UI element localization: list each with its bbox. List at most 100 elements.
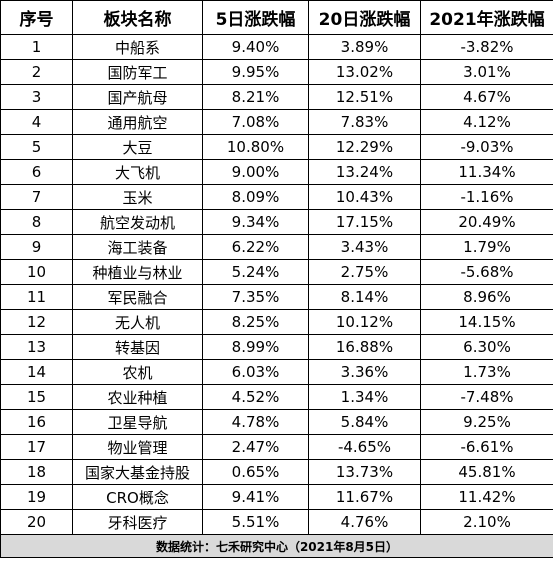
change-2021: 1.79% <box>420 234 553 260</box>
change-20day: 3.43% <box>308 234 421 260</box>
row-index: 5 <box>0 134 73 160</box>
change-20day: 4.76% <box>308 509 421 535</box>
row-index: 1 <box>0 34 73 60</box>
change-20day: 13.24% <box>308 159 421 185</box>
change-20day: 5.84% <box>308 409 421 435</box>
change-20day: 2.75% <box>308 259 421 285</box>
header-row: 序号 板块名称 5日涨跌幅 20日涨跌幅 2021年涨跌幅 <box>0 0 553 35</box>
table-row: 3 国产航母 8.21% 12.51% 4.67% <box>0 84 553 110</box>
row-index: 6 <box>0 159 73 185</box>
change-2021: -7.48% <box>420 384 553 410</box>
sector-name: 国产航母 <box>72 84 203 110</box>
sector-name: 大豆 <box>72 134 203 160</box>
change-20day: 11.67% <box>308 484 421 510</box>
change-2021: 8.96% <box>420 284 553 310</box>
change-2021: 1.73% <box>420 359 553 385</box>
change-5day: 9.34% <box>202 209 309 235</box>
header-sector-name: 板块名称 <box>72 0 203 35</box>
change-5day: 5.51% <box>202 509 309 535</box>
change-2021: 20.49% <box>420 209 553 235</box>
change-20day: 10.12% <box>308 309 421 335</box>
table-row: 20 牙科医疗 5.51% 4.76% 2.10% <box>0 509 553 535</box>
change-20day: 10.43% <box>308 184 421 210</box>
sector-name: 中船系 <box>72 34 203 60</box>
sector-name: 种植业与林业 <box>72 259 203 285</box>
change-5day: 6.03% <box>202 359 309 385</box>
table-row: 9 海工装备 6.22% 3.43% 1.79% <box>0 234 553 260</box>
change-5day: 8.25% <box>202 309 309 335</box>
row-index: 11 <box>0 284 73 310</box>
table-row: 13 转基因 8.99% 16.88% 6.30% <box>0 334 553 360</box>
row-index: 4 <box>0 109 73 135</box>
table-row: 1 中船系 9.40% 3.89% -3.82% <box>0 34 553 60</box>
table-row: 16 卫星导航 4.78% 5.84% 9.25% <box>0 409 553 435</box>
table-row: 2 国防军工 9.95% 13.02% 3.01% <box>0 59 553 85</box>
change-2021: 6.30% <box>420 334 553 360</box>
change-2021: -1.16% <box>420 184 553 210</box>
change-2021: 4.67% <box>420 84 553 110</box>
change-20day: 16.88% <box>308 334 421 360</box>
change-5day: 0.65% <box>202 459 309 485</box>
change-2021: -9.03% <box>420 134 553 160</box>
change-5day: 9.95% <box>202 59 309 85</box>
sector-name: 航空发动机 <box>72 209 203 235</box>
sector-name: 农机 <box>72 359 203 385</box>
header-2021-change: 2021年涨跌幅 <box>420 0 553 35</box>
sector-name: 无人机 <box>72 309 203 335</box>
sector-name: 卫星导航 <box>72 409 203 435</box>
sector-name: 玉米 <box>72 184 203 210</box>
row-index: 12 <box>0 309 73 335</box>
sector-name: 军民融合 <box>72 284 203 310</box>
change-20day: 1.34% <box>308 384 421 410</box>
table-row: 12 无人机 8.25% 10.12% 14.15% <box>0 309 553 335</box>
header-20day-change: 20日涨跌幅 <box>308 0 421 35</box>
sector-name: 国防军工 <box>72 59 203 85</box>
change-20day: 13.73% <box>308 459 421 485</box>
row-index: 13 <box>0 334 73 360</box>
row-index: 18 <box>0 459 73 485</box>
change-5day: 5.24% <box>202 259 309 285</box>
change-2021: 14.15% <box>420 309 553 335</box>
change-5day: 9.41% <box>202 484 309 510</box>
change-2021: 2.10% <box>420 509 553 535</box>
change-2021: 4.12% <box>420 109 553 135</box>
row-index: 2 <box>0 59 73 85</box>
change-20day: 12.29% <box>308 134 421 160</box>
row-index: 8 <box>0 209 73 235</box>
change-20day: 8.14% <box>308 284 421 310</box>
row-index: 10 <box>0 259 73 285</box>
table-row: 19 CRO概念 9.41% 11.67% 11.42% <box>0 484 553 510</box>
change-5day: 4.52% <box>202 384 309 410</box>
change-5day: 7.08% <box>202 109 309 135</box>
row-index: 9 <box>0 234 73 260</box>
change-5day: 6.22% <box>202 234 309 260</box>
row-index: 20 <box>0 509 73 535</box>
sector-name: CRO概念 <box>72 484 203 510</box>
sector-name: 转基因 <box>72 334 203 360</box>
change-5day: 9.40% <box>202 34 309 60</box>
table-row: 10 种植业与林业 5.24% 2.75% -5.68% <box>0 259 553 285</box>
row-index: 19 <box>0 484 73 510</box>
change-5day: 4.78% <box>202 409 309 435</box>
change-5day: 8.21% <box>202 84 309 110</box>
change-20day: 13.02% <box>308 59 421 85</box>
table-row: 5 大豆 10.80% 12.29% -9.03% <box>0 134 553 160</box>
change-5day: 8.99% <box>202 334 309 360</box>
header-index: 序号 <box>0 0 73 35</box>
row-index: 15 <box>0 384 73 410</box>
row-index: 16 <box>0 409 73 435</box>
footer-row: 数据统计：七禾研究中心（2021年8月5日） <box>0 534 553 558</box>
table-row: 18 国家大基金持股 0.65% 13.73% 45.81% <box>0 459 553 485</box>
table-row: 11 军民融合 7.35% 8.14% 8.96% <box>0 284 553 310</box>
sector-name: 农业种植 <box>72 384 203 410</box>
table-row: 17 物业管理 2.47% -4.65% -6.61% <box>0 434 553 460</box>
table-row: 15 农业种植 4.52% 1.34% -7.48% <box>0 384 553 410</box>
row-index: 3 <box>0 84 73 110</box>
row-index: 7 <box>0 184 73 210</box>
header-5day-change: 5日涨跌幅 <box>202 0 309 35</box>
change-20day: 3.89% <box>308 34 421 60</box>
change-20day: -4.65% <box>308 434 421 460</box>
change-2021: 11.34% <box>420 159 553 185</box>
change-5day: 9.00% <box>202 159 309 185</box>
data-source-note: 数据统计：七禾研究中心（2021年8月5日） <box>0 534 553 558</box>
